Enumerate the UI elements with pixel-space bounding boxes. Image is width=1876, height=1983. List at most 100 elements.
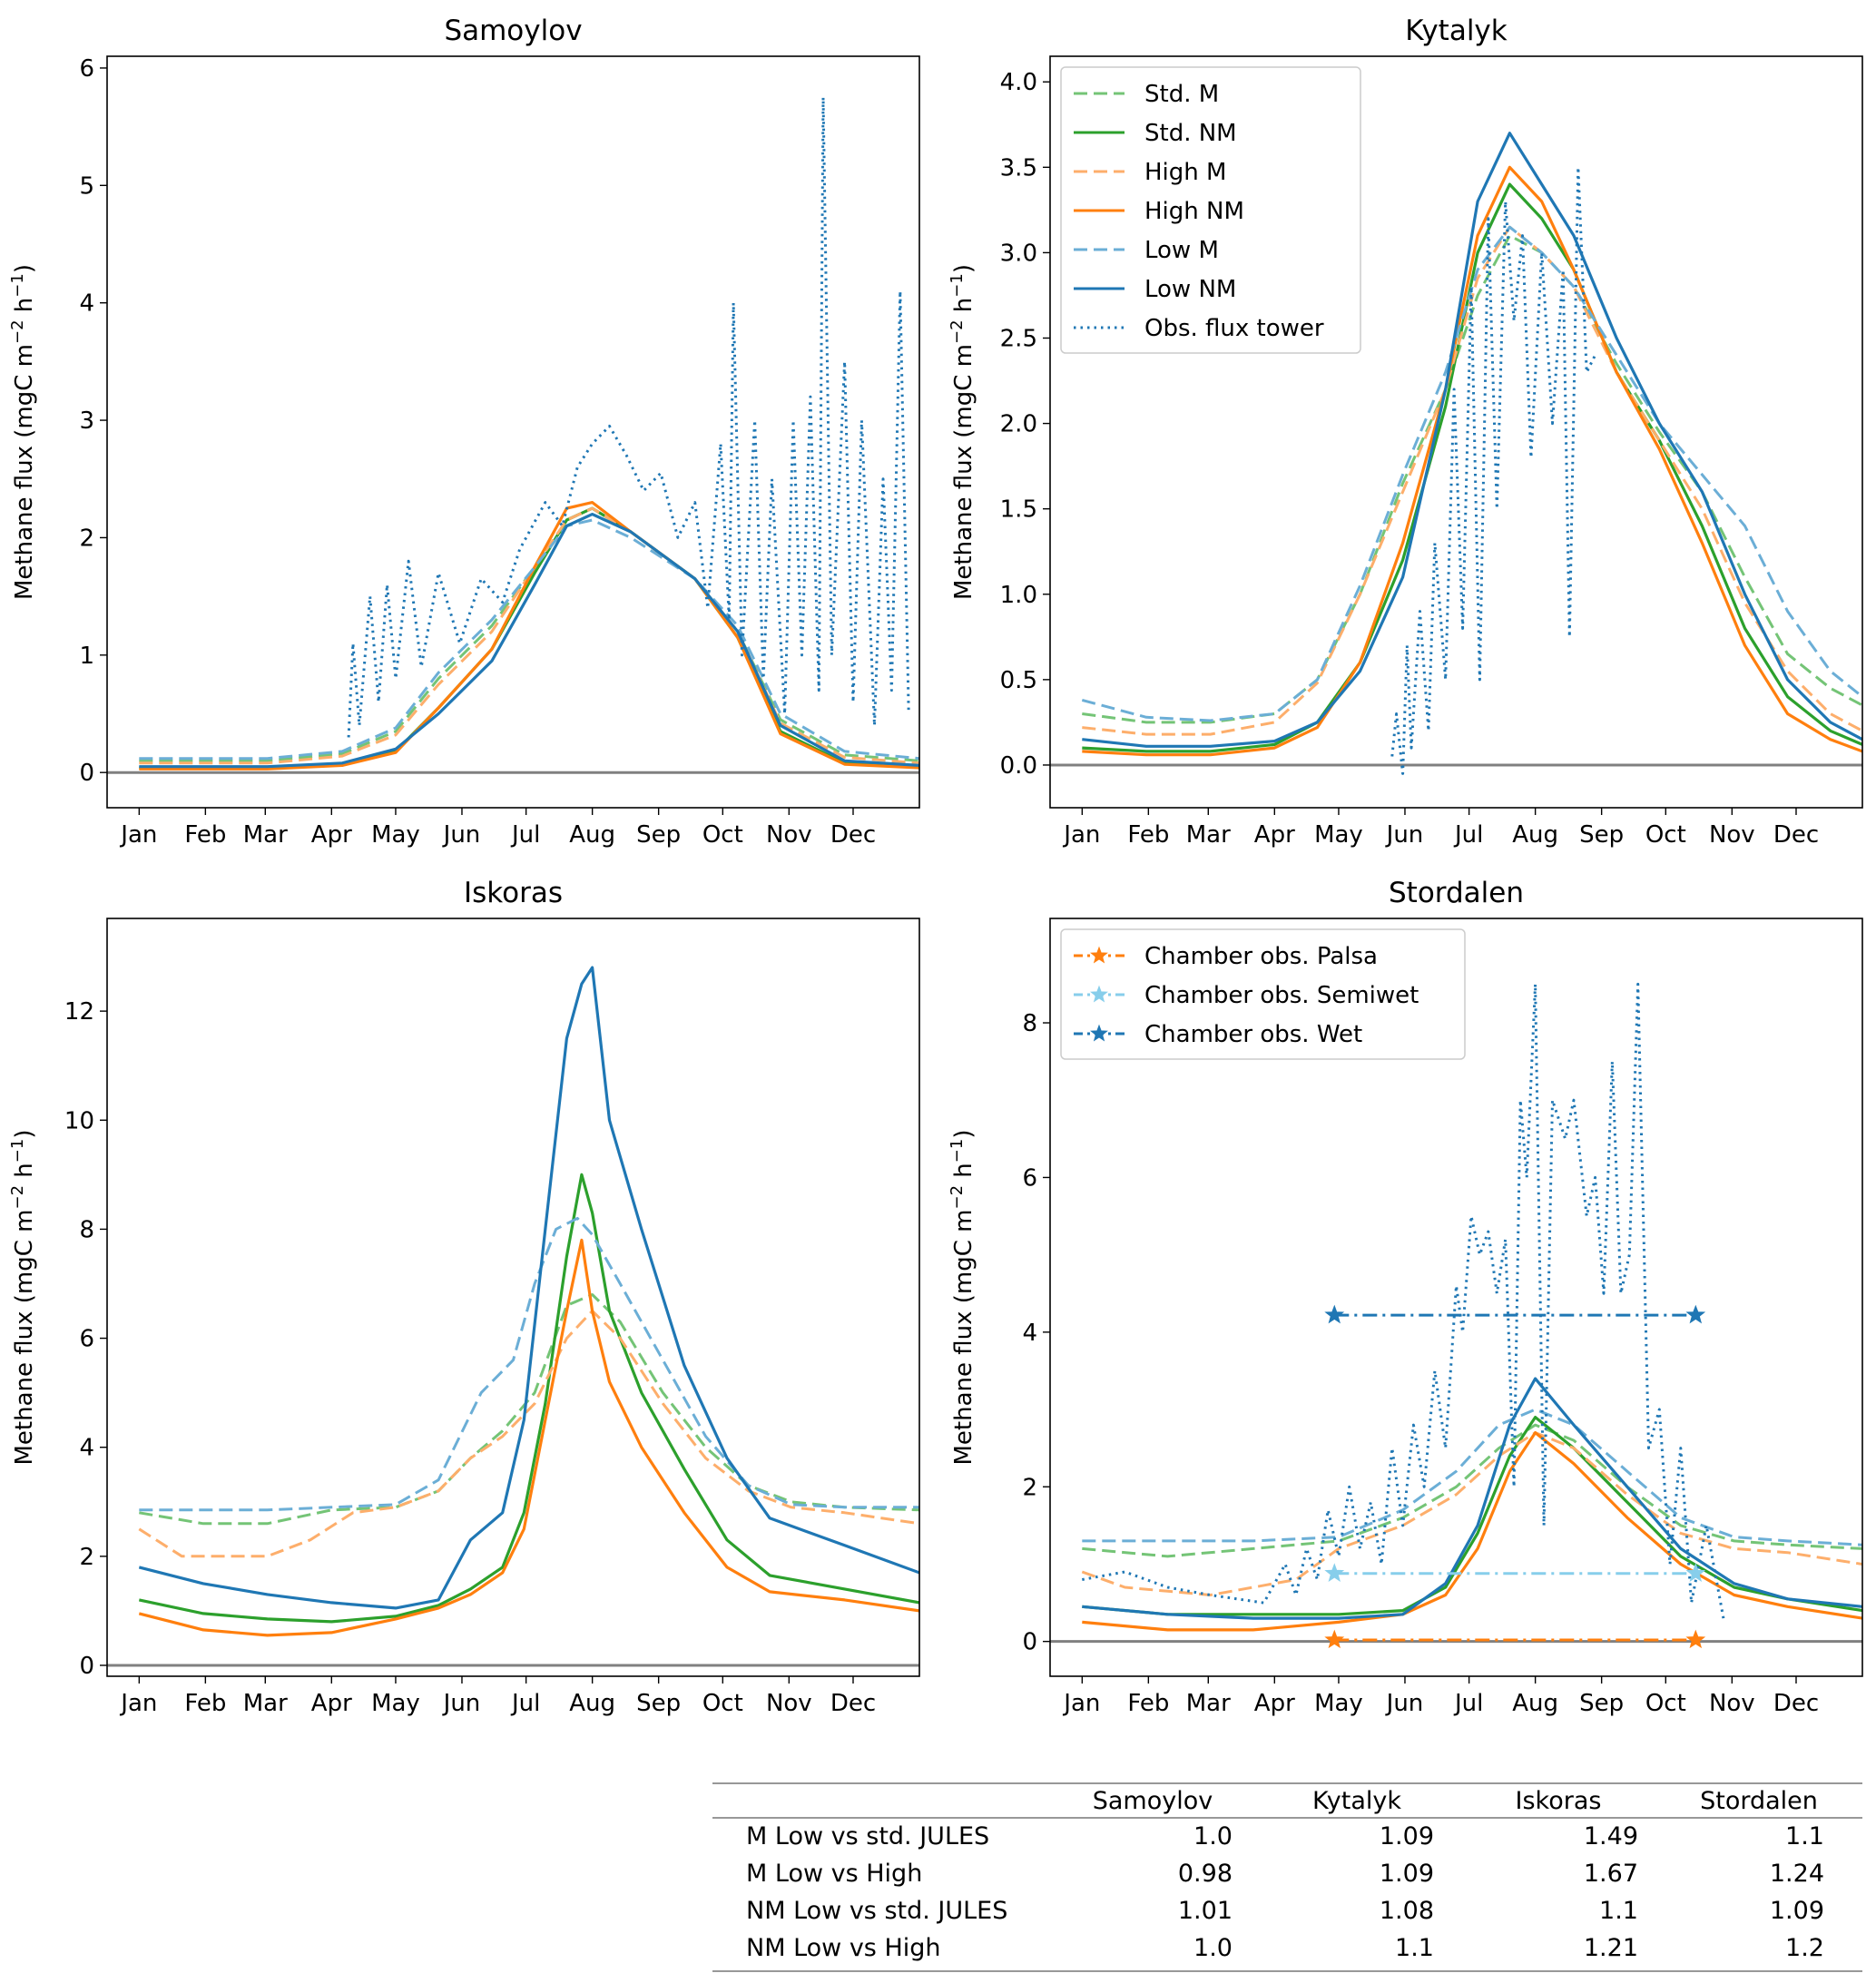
y-tick-label: 10 (64, 1107, 94, 1134)
legend-marker-chamber-obs-wet (1090, 1024, 1108, 1042)
x-tick-label: May (1314, 821, 1363, 849)
x-tick-label: Jan (1062, 821, 1100, 849)
y-tick-label: 1.5 (1000, 496, 1037, 524)
y-axis-label-part: Methane flux (mgC m (950, 344, 977, 600)
x-tick-label: Apr (1254, 1690, 1295, 1717)
table-row-label: M Low vs High (746, 1860, 922, 1888)
y-axis-label-part: h (950, 298, 977, 320)
x-tick-label: Jun (442, 1690, 481, 1717)
y-axis-label-part: Methane flux (mgC m (950, 1209, 977, 1465)
y-tick-label: 6 (79, 55, 94, 83)
table-row-label: NM Low vs std. JULES (746, 1897, 1007, 1925)
y-axis-label-part: ) (950, 1129, 977, 1138)
table-header-cell: Kytalyk (1312, 1787, 1401, 1815)
series-line-low-nm (1082, 1377, 1862, 1620)
legend-label: Low M (1144, 237, 1219, 264)
y-axis-label-part: h (11, 298, 38, 320)
legend-label: Std. NM (1144, 120, 1237, 147)
x-tick-label: Jul (510, 1690, 540, 1717)
legend-label: Chamber obs. Semiwet (1144, 982, 1419, 1009)
table-cell: 1.1 (1785, 1822, 1824, 1850)
plot-area (1081, 982, 1862, 1642)
y-tick-label: 1 (79, 643, 94, 670)
series-line-low-m (1081, 225, 1862, 722)
y-tick-label: 2.0 (1000, 411, 1037, 438)
table-cell: 0.98 (1178, 1860, 1233, 1888)
x-tick-label: Nov (1709, 1690, 1755, 1717)
x-tick-label: Jul (510, 821, 540, 849)
table-cell: 1.67 (1584, 1860, 1638, 1888)
x-tick-label: Sep (1579, 821, 1624, 849)
y-tick-label: 4 (1022, 1320, 1037, 1347)
chart-title: Kytalyk (1405, 15, 1508, 47)
legend-label: High M (1144, 159, 1226, 186)
y-axis-label-superscript: −1 (8, 1139, 27, 1163)
x-tick-label: Oct (702, 1690, 743, 1717)
x-tick-label: Mar (243, 1690, 288, 1717)
legend-marker-chamber-obs-palsa (1090, 946, 1108, 964)
legend-marker-chamber-obs-semiwet (1090, 985, 1108, 1003)
y-axis-label-superscript: −2 (948, 319, 967, 344)
y-tick-label: 4 (79, 1435, 94, 1462)
panel-iskoras: Jan Feb Mar Apr May Jun Jul Aug Sep Oct Nov Dec 0 2 4 6… (8, 877, 920, 1717)
plot-frame (106, 55, 920, 809)
plot-frame (1049, 55, 1863, 809)
x-tick-label: Nov (766, 1690, 812, 1717)
x-tick-label: Jan (119, 821, 157, 849)
series-line-std-m (139, 513, 919, 762)
y-tick-label: 1.0 (1000, 582, 1037, 609)
y-tick-label: 2.5 (1000, 326, 1037, 353)
series-line-low-nm (139, 512, 919, 769)
x-tick-label: Sep (636, 1690, 681, 1717)
legend-label: Std. M (1144, 81, 1219, 108)
table-cell: 1.21 (1584, 1934, 1638, 1962)
x-tick-label: Oct (702, 821, 743, 849)
series-line-high-m (1081, 1431, 1862, 1596)
chart-title: Samoylov (444, 15, 582, 47)
x-tick-label: Dec (1773, 821, 1819, 849)
series-point-chamber-obs-wet (1324, 1304, 1345, 1324)
x-tick-label: Jul (1453, 1690, 1483, 1717)
y-axis-label-superscript: −2 (8, 1185, 27, 1210)
series-line-std-nm (138, 1173, 919, 1624)
x-tick-label: Feb (184, 1690, 226, 1717)
y-axis-label: Methane flux (mgC m−2 h−1) (948, 264, 977, 600)
series-line-high-nm (1082, 165, 1862, 757)
table-cell: 1.1 (1395, 1934, 1434, 1962)
series-line-std-nm (1082, 182, 1862, 753)
plot-area (139, 95, 919, 771)
series-line-obs-flux-tower (1082, 982, 1725, 1619)
legend-label: Obs. flux tower (1144, 315, 1324, 342)
table-header-cell: Stordalen (1700, 1787, 1818, 1815)
table-cell: 1.1 (1599, 1897, 1638, 1925)
series-line-std-nm (139, 506, 919, 770)
plot-area (1081, 132, 1862, 775)
x-tick-label: Oct (1645, 1690, 1686, 1717)
x-tick-label: Nov (766, 821, 812, 849)
y-tick-label: 8 (79, 1216, 94, 1243)
y-axis-label-superscript: −1 (948, 273, 967, 298)
y-axis-label: Methane flux (mgC m−2 h−1) (948, 1129, 977, 1465)
series-line-high-m (138, 1310, 919, 1558)
x-tick-label: May (371, 821, 420, 849)
legend-box (1060, 66, 1361, 354)
x-tick-label: Nov (1709, 821, 1755, 849)
x-tick-label: Dec (830, 821, 876, 849)
y-tick-label: 3.5 (1000, 154, 1037, 182)
table-header-cell: Samoylov (1093, 1787, 1213, 1815)
x-tick-label: Apr (311, 821, 352, 849)
y-tick-label: 2 (1022, 1474, 1037, 1501)
table-cell: 1.0 (1193, 1934, 1233, 1962)
series-point-chamber-obs-semiwet (1685, 1563, 1706, 1582)
y-tick-label: 8 (1022, 1010, 1037, 1037)
x-tick-label: Sep (1579, 1690, 1624, 1717)
series-point-chamber-obs-semiwet (1324, 1563, 1345, 1582)
y-axis-label-part: Methane flux (mgC m (11, 344, 38, 600)
plot-frame (106, 918, 920, 1677)
y-tick-label: 0.5 (1000, 667, 1037, 694)
x-tick-label: Jan (119, 1690, 157, 1717)
y-axis-label-part: ) (11, 1129, 38, 1138)
series-point-chamber-obs-palsa (1685, 1629, 1706, 1649)
series-line-low-nm (1082, 132, 1862, 748)
